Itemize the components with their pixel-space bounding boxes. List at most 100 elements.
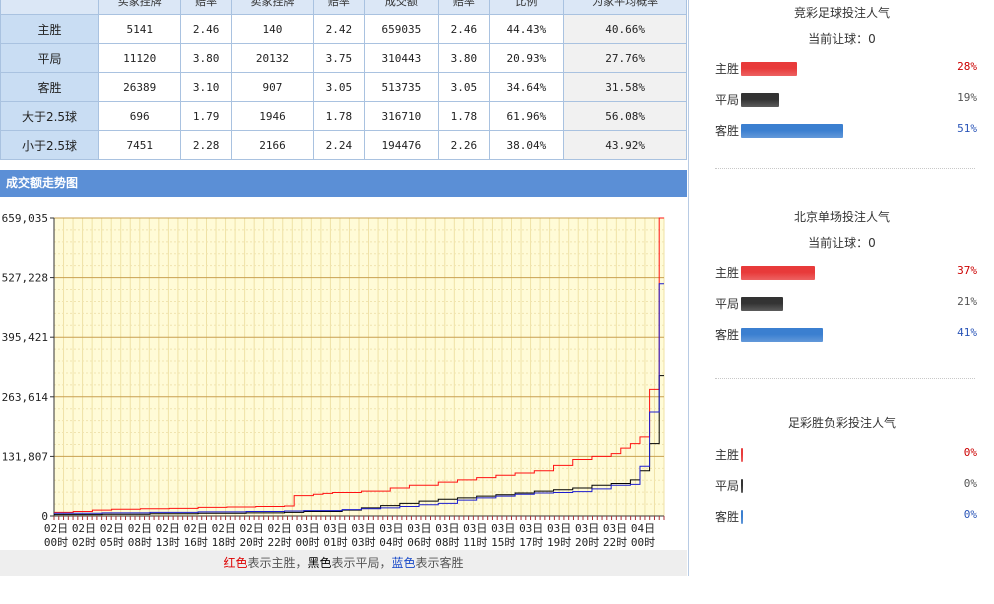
- row-label: 平局: [0, 43, 99, 73]
- table-cell: 2.28: [180, 130, 232, 160]
- table-cell: 907: [230, 72, 315, 102]
- x-tick-day: 03日: [295, 522, 319, 535]
- x-tick-day: 03日: [379, 522, 403, 535]
- x-tick-hour: 20时: [240, 536, 264, 548]
- table-cell: 26389: [97, 72, 182, 102]
- x-tick-hour: 06时: [407, 536, 431, 548]
- table-cell: 1.78: [438, 101, 490, 131]
- popularity-label: 主胜: [715, 266, 740, 280]
- header-cell: 比例: [488, 0, 565, 15]
- table-cell: 696: [97, 101, 182, 131]
- popularity-row: 平局 21%: [715, 295, 977, 313]
- x-tick-hour: 20时: [575, 536, 599, 548]
- x-tick-day: 03日: [603, 522, 627, 535]
- table-cell: 61.96%: [488, 101, 565, 131]
- table-row: 大于2.5球 696 1.79 1946 1.78 316710 1.78 61.96% 56.…: [0, 101, 687, 131]
- table-cell: 34.64%: [488, 72, 565, 102]
- x-tick-day: 02日: [267, 522, 291, 535]
- table-cell: 27.76%: [563, 43, 687, 73]
- x-tick-hour: 13时: [156, 536, 180, 548]
- popularity-panel: 竞彩足球投注人气 当前让球：0 主胜 28% 平局 19% 客胜 51%: [697, 4, 987, 194]
- popularity-row: 客胜 41%: [715, 326, 977, 344]
- popularity-row: 客胜 51%: [715, 122, 977, 140]
- popularity-bar: [741, 297, 783, 311]
- popularity-row: 主胜 37%: [715, 264, 977, 282]
- x-tick-day: 02日: [128, 522, 152, 535]
- popularity-row: 主胜 0%: [715, 446, 977, 464]
- table-cell: 2166: [230, 130, 315, 160]
- popularity-label: 平局: [715, 93, 740, 107]
- odds-table: 买家挂牌 赔率 卖家挂牌 赔率 成交额 赔率 比例 为家平均概率 主胜 5141 2…: [0, 0, 687, 160]
- x-tick-hour: 15时: [491, 536, 515, 548]
- left-column: 买家挂牌 赔率 卖家挂牌 赔率 成交额 赔率 比例 为家平均概率 主胜 5141 2…: [0, 0, 689, 576]
- popularity-percent: 0%: [963, 477, 977, 490]
- odds-table-header: 买家挂牌 赔率 卖家挂牌 赔率 成交额 赔率 比例 为家平均概率: [0, 0, 687, 15]
- table-cell: 1946: [230, 101, 315, 131]
- y-tick-label: 0: [41, 510, 48, 523]
- x-tick-hour: 19时: [547, 536, 571, 548]
- x-tick-day: 03日: [435, 522, 459, 535]
- x-tick-hour: 16时: [184, 536, 208, 548]
- x-tick-hour: 17时: [519, 536, 543, 548]
- header-cell: 赔率: [438, 0, 490, 15]
- series-line-away: [54, 283, 664, 514]
- table-cell: 310443: [363, 43, 440, 73]
- popularity-percent: 51%: [957, 122, 977, 135]
- popularity-label: 客胜: [715, 124, 740, 138]
- popularity-label: 客胜: [715, 328, 740, 342]
- x-tick-hour: 00时: [44, 536, 68, 548]
- chart-section-title: 成交额走势图: [0, 170, 687, 197]
- header-cell: 赔率: [313, 0, 365, 15]
- table-cell: 43.92%: [563, 130, 687, 160]
- x-tick-day: 04日: [631, 522, 655, 535]
- popularity-percent: 0%: [963, 508, 977, 521]
- popularity-percent: 28%: [957, 60, 977, 73]
- header-cell: 卖家挂牌: [230, 0, 315, 15]
- x-tick-day: 02日: [212, 522, 236, 535]
- table-cell: 659035: [363, 14, 440, 44]
- table-cell: 3.75: [313, 43, 365, 73]
- popularity-percent: 41%: [957, 326, 977, 339]
- x-tick-day: 02日: [156, 522, 180, 535]
- popularity-label: 平局: [715, 297, 740, 311]
- table-row: 客胜 26389 3.10 907 3.05 513735 3.05 34.64% 31.58%: [0, 72, 687, 102]
- table-cell: 1.78: [313, 101, 365, 131]
- table-cell: 3.80: [180, 43, 232, 73]
- panel-separator: [715, 168, 975, 169]
- x-tick-day: 03日: [407, 522, 431, 535]
- table-cell: 31.58%: [563, 72, 687, 102]
- x-tick-hour: 22时: [267, 536, 291, 548]
- table-cell: 140: [230, 14, 315, 44]
- popularity-panel: 北京单场投注人气 当前让球：0 主胜 37% 平局 21% 客胜 41%: [697, 208, 987, 398]
- x-tick-day: 02日: [100, 522, 124, 535]
- panel-title: 竞彩足球投注人气: [793, 6, 890, 20]
- popularity-label: 客胜: [715, 510, 740, 524]
- popularity-bar: [741, 93, 779, 107]
- legend-blue-text: 表示客胜: [415, 556, 464, 570]
- table-cell: 3.80: [438, 43, 490, 73]
- legend-blue-label: 蓝色: [391, 556, 416, 570]
- table-row: 主胜 5141 2.46 140 2.42 659035 2.46 44.43% 40.66%: [0, 14, 687, 44]
- table-cell: 56.08%: [563, 101, 687, 131]
- panel-subtitle: 当前让球：0: [808, 236, 876, 250]
- panel-title: 北京单场投注人气: [793, 210, 890, 224]
- legend-red-label: 红色: [223, 556, 248, 570]
- legend-black-label: 黑色: [307, 556, 332, 570]
- table-cell: 513735: [363, 72, 440, 102]
- y-tick-label: 659,035: [2, 212, 48, 225]
- x-tick-hour: 04时: [379, 536, 403, 548]
- table-row: 平局 11120 3.80 20132 3.75 310443 3.80 20.93% 27.7…: [0, 43, 687, 73]
- row-label: 主胜: [0, 14, 99, 44]
- popularity-bar: [741, 479, 743, 493]
- table-cell: 3.10: [180, 72, 232, 102]
- popularity-bar: [741, 266, 815, 280]
- x-tick-hour: 22时: [603, 536, 627, 548]
- popularity-label: 主胜: [715, 448, 740, 462]
- popularity-panel: 足彩胜负彩投注人气 主胜 0% 平局 0% 客胜 0%: [697, 414, 987, 604]
- popularity-percent: 21%: [957, 295, 977, 308]
- table-row: 小于2.5球 7451 2.28 2166 2.24 194476 2.26 38.04% 43…: [0, 130, 687, 160]
- popularity-bar: [741, 510, 743, 524]
- panel-title: 足彩胜负彩投注人气: [787, 416, 896, 430]
- x-tick-hour: 05时: [100, 536, 124, 548]
- table-cell: 11120: [97, 43, 182, 73]
